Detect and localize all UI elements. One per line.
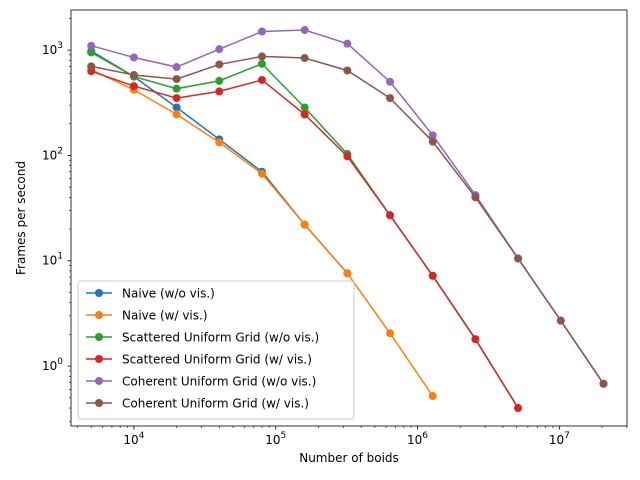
data-point xyxy=(215,76,224,85)
data-point xyxy=(428,137,437,146)
legend-swatch-marker xyxy=(95,399,103,407)
data-point xyxy=(556,316,565,325)
data-point xyxy=(343,269,352,278)
data-point xyxy=(599,379,608,388)
data-point xyxy=(514,254,523,263)
legend-box xyxy=(77,280,355,420)
data-point xyxy=(257,59,266,68)
data-point xyxy=(215,45,224,54)
data-point xyxy=(386,94,395,103)
data-point xyxy=(514,404,523,413)
data-point xyxy=(172,103,181,112)
legend-swatch-marker xyxy=(95,355,103,363)
legend-swatch-marker xyxy=(95,377,103,385)
data-point xyxy=(215,87,224,96)
y-axis-title: Frames per second xyxy=(14,161,28,275)
y-axis-ticks: 100 101 102 103 xyxy=(42,18,71,422)
y-tick-label: 103 xyxy=(42,41,63,57)
plot-frame xyxy=(70,9,628,427)
data-point xyxy=(87,48,96,57)
legend-swatch-marker xyxy=(95,289,103,297)
series-6 xyxy=(87,52,608,388)
data-point xyxy=(343,66,352,75)
x-tick-label: 106 xyxy=(407,431,428,447)
data-point xyxy=(471,335,480,344)
x-tick-label: 105 xyxy=(265,431,286,447)
data-point xyxy=(129,70,138,79)
data-point xyxy=(129,53,138,62)
y-tick-label: 102 xyxy=(42,146,63,162)
data-point xyxy=(257,169,266,178)
x-axis-title: Number of boids xyxy=(299,451,399,465)
data-point xyxy=(300,103,309,112)
data-point xyxy=(300,54,309,63)
legend-entry: Scattered Uniform Grid (w/ vis.) xyxy=(86,353,312,367)
data-point xyxy=(428,131,437,140)
legend-label: Scattered Uniform Grid (w/o vis.) xyxy=(122,331,319,345)
data-point xyxy=(300,110,309,119)
data-point xyxy=(257,52,266,61)
y-tick-label: 101 xyxy=(42,252,63,268)
data-point xyxy=(386,329,395,338)
x-tick-label: 104 xyxy=(123,431,144,447)
data-point xyxy=(172,94,181,103)
legend-label: Naive (w/o vis.) xyxy=(122,287,215,301)
data-point xyxy=(215,60,224,69)
data-point xyxy=(87,41,96,50)
plot-content xyxy=(87,26,608,413)
legend-swatch-marker xyxy=(95,311,103,319)
x-axis-ticks: 104 105 106 107 xyxy=(77,426,628,447)
data-point xyxy=(343,39,352,48)
data-point xyxy=(428,392,437,401)
x-tick-label: 107 xyxy=(549,431,570,447)
legend-label: Scattered Uniform Grid (w/ vis.) xyxy=(122,353,312,367)
data-point xyxy=(172,110,181,119)
legend-entry: Naive (w/o vis.) xyxy=(86,287,215,301)
data-point xyxy=(257,75,266,84)
legend-entry: Scattered Uniform Grid (w/o vis.) xyxy=(86,331,319,345)
data-point xyxy=(386,211,395,220)
data-point xyxy=(172,75,181,84)
legend-label: Coherent Uniform Grid (w/o vis.) xyxy=(122,375,316,389)
legend: Naive (w/o vis.) Naive (w/ vis.) Scattered… xyxy=(77,280,355,420)
legend-entry: Coherent Uniform Grid (w/o vis.) xyxy=(86,375,316,389)
data-point xyxy=(129,82,138,91)
legend-entry: Coherent Uniform Grid (w/ vis.) xyxy=(86,397,309,411)
data-point xyxy=(343,152,352,161)
legend-label: Naive (w/ vis.) xyxy=(122,309,208,323)
legend-swatch-marker xyxy=(95,333,103,341)
data-point xyxy=(172,84,181,93)
y-tick-label: 100 xyxy=(42,357,63,373)
data-point xyxy=(386,77,395,86)
legend-label: Coherent Uniform Grid (w/ vis.) xyxy=(122,397,309,411)
data-point xyxy=(215,138,224,147)
data-point xyxy=(257,27,266,36)
data-point xyxy=(471,193,480,202)
data-point xyxy=(300,220,309,229)
data-point xyxy=(428,271,437,280)
data-point xyxy=(172,63,181,72)
legend-entry: Naive (w/ vis.) xyxy=(86,309,208,323)
data-point xyxy=(87,62,96,71)
data-point xyxy=(300,26,309,35)
